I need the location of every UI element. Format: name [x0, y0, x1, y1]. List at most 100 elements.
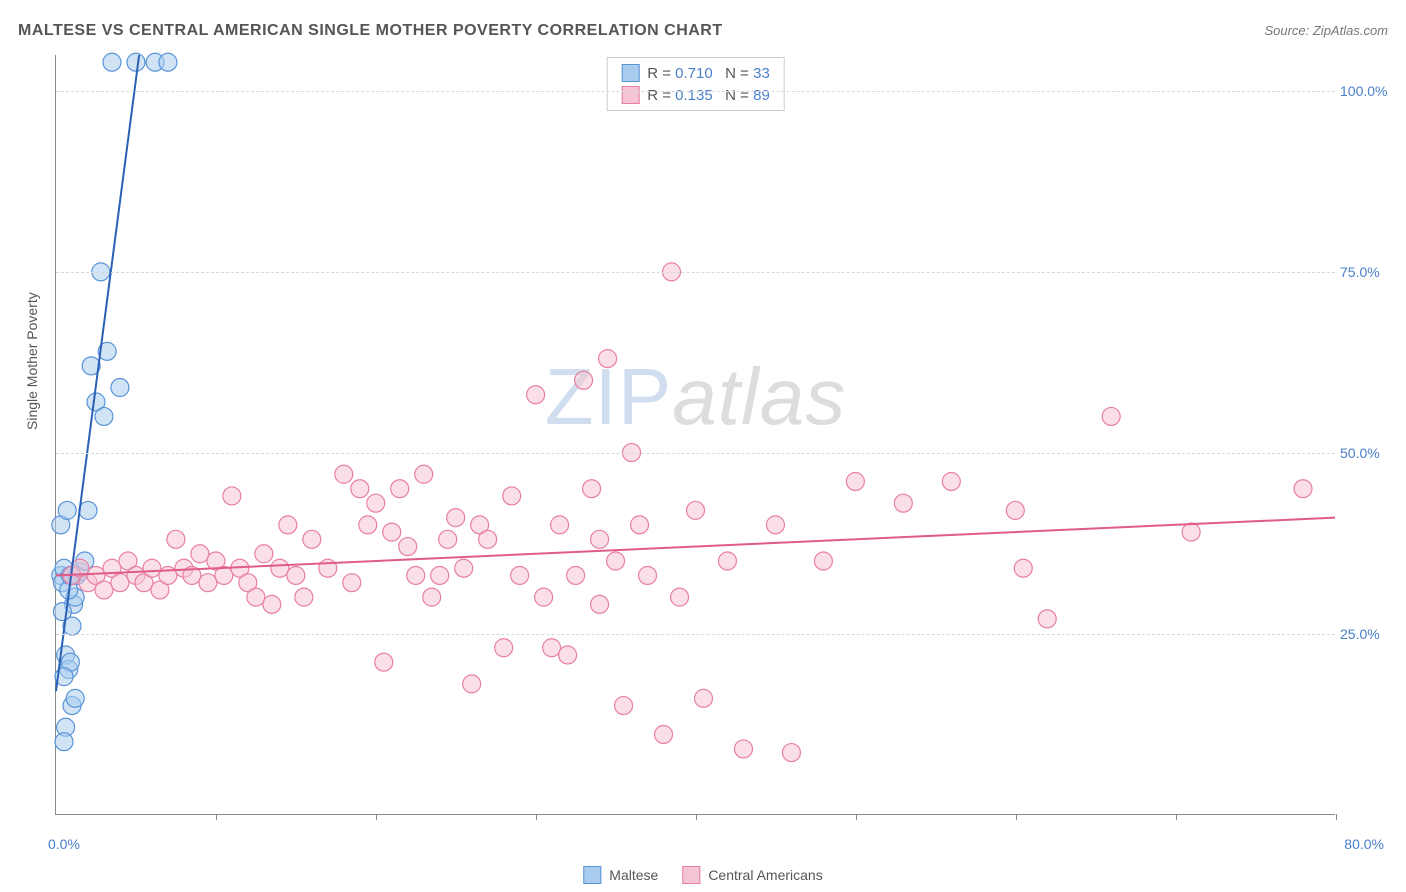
data-point	[431, 566, 449, 584]
data-point	[287, 566, 305, 584]
data-point	[535, 588, 553, 606]
data-point	[399, 538, 417, 556]
data-point	[655, 725, 673, 743]
r-value-central-americans: 0.135	[675, 87, 713, 104]
data-point	[53, 603, 71, 621]
data-point	[503, 487, 521, 505]
data-point	[511, 566, 529, 584]
title-bar: MALTESE VS CENTRAL AMERICAN SINGLE MOTHE…	[18, 22, 1388, 40]
data-point	[734, 740, 752, 758]
legend-item-maltese: Maltese	[583, 866, 658, 884]
legend-label-central-americans: Central Americans	[708, 867, 822, 883]
chart-svg	[56, 55, 1335, 814]
swatch-maltese	[621, 64, 639, 82]
y-tick-label: 25.0%	[1340, 626, 1395, 642]
data-point	[66, 689, 84, 707]
data-point	[567, 566, 585, 584]
data-point	[1102, 407, 1120, 425]
y-tick-label: 50.0%	[1340, 445, 1395, 461]
data-point	[551, 516, 569, 534]
legend-row-maltese: R = 0.710 N = 33	[621, 62, 770, 84]
data-point	[671, 588, 689, 606]
data-point	[415, 465, 433, 483]
source-label: Source: ZipAtlas.com	[1264, 23, 1388, 38]
data-point	[391, 480, 409, 498]
data-point	[247, 588, 265, 606]
data-point	[199, 574, 217, 592]
data-point	[407, 566, 425, 584]
data-point	[583, 480, 601, 498]
x-max-label: 80.0%	[1344, 836, 1384, 852]
data-point	[58, 501, 76, 519]
data-point	[159, 53, 177, 71]
data-point	[639, 566, 657, 584]
data-point	[423, 588, 441, 606]
data-point	[599, 350, 617, 368]
swatch-central-americans-bottom	[682, 866, 700, 884]
data-point	[894, 494, 912, 512]
data-point	[559, 646, 577, 664]
r-value-maltese: 0.710	[675, 65, 713, 82]
data-point	[591, 595, 609, 613]
data-point	[351, 480, 369, 498]
data-point	[359, 516, 377, 534]
data-point	[439, 530, 457, 548]
data-point	[455, 559, 473, 577]
data-point	[527, 386, 545, 404]
data-point	[127, 53, 145, 71]
data-point	[463, 675, 481, 693]
data-point	[295, 588, 313, 606]
data-point	[191, 545, 209, 563]
data-point	[335, 465, 353, 483]
data-point	[303, 530, 321, 548]
data-point	[279, 516, 297, 534]
data-point	[143, 559, 161, 577]
swatch-central-americans	[621, 86, 639, 104]
y-axis-label: Single Mother Poverty	[24, 292, 40, 430]
n-value-maltese: 33	[753, 65, 770, 82]
legend-row-central-americans: R = 0.135 N = 89	[621, 84, 770, 106]
data-point	[1182, 523, 1200, 541]
data-point	[1038, 610, 1056, 628]
chart-title: MALTESE VS CENTRAL AMERICAN SINGLE MOTHE…	[18, 22, 723, 40]
data-point	[79, 501, 97, 519]
legend-correlation: R = 0.710 N = 33 R = 0.135 N = 89	[606, 57, 785, 111]
data-point	[223, 487, 241, 505]
data-point	[846, 472, 864, 490]
data-point	[1014, 559, 1032, 577]
legend-label-maltese: Maltese	[609, 867, 658, 883]
data-point	[479, 530, 497, 548]
data-point	[255, 545, 273, 563]
data-point	[575, 371, 593, 389]
data-point	[167, 530, 185, 548]
data-point	[615, 697, 633, 715]
legend-item-central-americans: Central Americans	[682, 866, 822, 884]
data-point	[55, 733, 73, 751]
data-point	[607, 552, 625, 570]
data-point	[215, 566, 233, 584]
plot-area: ZIPatlas R = 0.710 N = 33 R = 0.135 N = …	[55, 55, 1335, 815]
legend-series: Maltese Central Americans	[583, 866, 822, 884]
data-point	[718, 552, 736, 570]
swatch-maltese-bottom	[583, 866, 601, 884]
data-point	[263, 595, 281, 613]
data-point	[1294, 480, 1312, 498]
data-point	[383, 523, 401, 541]
trend-line	[56, 518, 1335, 576]
data-point	[271, 559, 289, 577]
data-point	[367, 494, 385, 512]
data-point	[631, 516, 649, 534]
data-point	[111, 379, 129, 397]
data-point	[814, 552, 832, 570]
x-min-label: 0.0%	[48, 836, 80, 852]
n-value-central-americans: 89	[753, 87, 770, 104]
data-point	[111, 574, 129, 592]
data-point	[782, 744, 800, 762]
y-tick-label: 100.0%	[1340, 83, 1395, 99]
y-tick-label: 75.0%	[1340, 264, 1395, 280]
data-point	[695, 689, 713, 707]
data-point	[591, 530, 609, 548]
data-point	[95, 407, 113, 425]
data-point	[447, 509, 465, 527]
data-point	[766, 516, 784, 534]
